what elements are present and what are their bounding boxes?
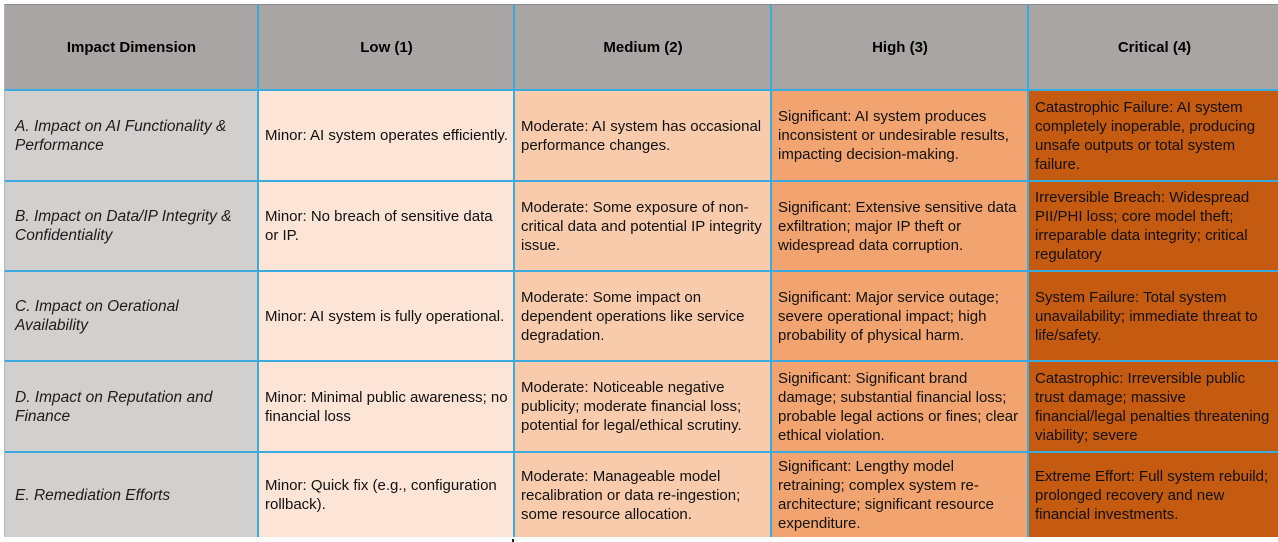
cell-rowC-low[interactable]: Minor: AI system is fully operational.: [259, 272, 513, 360]
impact-matrix-table: Impact Dimension Low (1) Medium (2) High…: [4, 4, 1278, 537]
cell-rowD-dimension[interactable]: D. Impact on Reputation and Finance: [5, 362, 257, 451]
cell-rowA-medium[interactable]: Moderate: AI system has occasional perfo…: [515, 91, 770, 180]
cell-rowA-high[interactable]: Significant: AI system produces inconsis…: [772, 91, 1027, 180]
cell-rowE-high[interactable]: Significant: Lengthy model retraining; c…: [772, 453, 1027, 537]
partial-next-row: [4, 539, 1278, 542]
column-header-high[interactable]: High (3): [772, 5, 1027, 89]
cell-rowE-low[interactable]: Minor: Quick fix (e.g., configuration ro…: [259, 453, 513, 537]
cell-rowA-low[interactable]: Minor: AI system operates efficiently.: [259, 91, 513, 180]
column-header-impact-dimension[interactable]: Impact Dimension: [5, 5, 257, 89]
cell-rowD-critical[interactable]: Catastrophic: Irreversible public trust …: [1029, 362, 1278, 451]
column-header-critical[interactable]: Critical (4): [1029, 5, 1278, 89]
column-header-medium[interactable]: Medium (2): [515, 5, 770, 89]
gridline-divider: [512, 539, 514, 542]
cell-rowB-medium[interactable]: Moderate: Some exposure of non-critical …: [515, 182, 770, 270]
cell-rowB-high[interactable]: Significant: Extensive sensitive data ex…: [772, 182, 1027, 270]
cell-rowC-critical[interactable]: System Failure: Total system unavailabil…: [1029, 272, 1278, 360]
cell-rowC-high[interactable]: Significant: Major service outage; sever…: [772, 272, 1027, 360]
cell-rowD-high[interactable]: Significant: Significant brand damage; s…: [772, 362, 1027, 451]
cell-rowB-low[interactable]: Minor: No breach of sensitive data or IP…: [259, 182, 513, 270]
cell-rowE-dimension[interactable]: E. Remediation Efforts: [5, 453, 257, 537]
column-header-low[interactable]: Low (1): [259, 5, 513, 89]
cell-rowC-medium[interactable]: Moderate: Some impact on dependent opera…: [515, 272, 770, 360]
cell-rowA-dimension[interactable]: A. Impact on AI Functionality & Performa…: [5, 91, 257, 180]
cell-rowE-critical[interactable]: Extreme Effort: Full system rebuild; pro…: [1029, 453, 1278, 537]
cell-rowB-dimension[interactable]: B. Impact on Data/IP Integrity & Confide…: [5, 182, 257, 270]
cell-rowE-medium[interactable]: Moderate: Manageable model recalibration…: [515, 453, 770, 537]
cell-rowD-low[interactable]: Minor: Minimal public awareness; no fina…: [259, 362, 513, 451]
cell-rowB-critical[interactable]: Irreversible Breach: Widespread PII/PHI …: [1029, 182, 1278, 270]
cell-rowD-medium[interactable]: Moderate: Noticeable negative publicity;…: [515, 362, 770, 451]
cell-rowA-critical[interactable]: Catastrophic Failure: AI system complete…: [1029, 91, 1278, 180]
cell-rowC-dimension[interactable]: C. Impact on Oerational Availability: [5, 272, 257, 360]
